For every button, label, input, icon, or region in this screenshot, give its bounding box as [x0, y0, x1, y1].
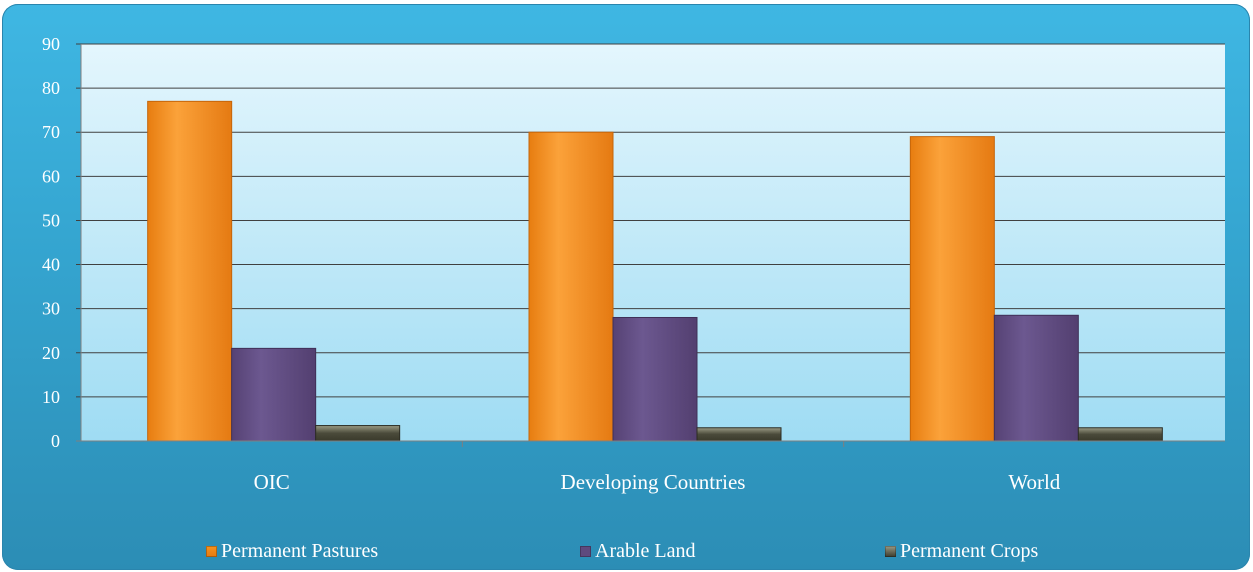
legend-label: Permanent Crops: [900, 540, 1039, 562]
y-tick-label: 40: [42, 255, 60, 275]
legend-label: Arable Land: [595, 540, 696, 562]
legend-swatch: [206, 546, 217, 557]
bar-permanent-pastures: [909, 136, 995, 442]
y-tick-label: 20: [42, 343, 60, 363]
bar-permanent-crops: [315, 425, 401, 442]
bar-arable-land: [612, 316, 698, 442]
bar-permanent-crops: [696, 427, 782, 442]
legend-label: Permanent Pastures: [221, 540, 379, 562]
y-tick-label: 80: [42, 78, 60, 98]
y-tick-label: 30: [42, 299, 60, 319]
y-tick-label: 60: [42, 166, 60, 186]
y-axis-ticks: 0 10 20 30 40 50 60 70 80 90: [42, 34, 60, 451]
y-tick-label: 50: [42, 210, 60, 230]
y-tick-label: 90: [42, 34, 60, 54]
legend-item-permanent-pastures: Permanent Pastures: [206, 540, 378, 563]
legend-item-permanent-crops: Permanent Crops: [885, 540, 1038, 563]
x-tick-label: OIC: [254, 470, 290, 494]
bar-permanent-pastures: [147, 100, 233, 442]
y-tick-label: 70: [42, 122, 60, 142]
y-tick-label: 10: [42, 387, 60, 407]
legend-swatch: [580, 546, 591, 557]
bar-permanent-pastures: [528, 131, 614, 442]
bar-arable-land: [993, 314, 1079, 442]
bar-arable-land: [231, 347, 317, 442]
x-axis-ticks: OIC Developing Countries World: [81, 440, 1225, 494]
x-tick-label: Developing Countries: [561, 470, 746, 494]
bars: [147, 100, 1163, 442]
legend-swatch: [885, 546, 896, 557]
legend: Permanent Pastures Arable Land Permanent…: [0, 540, 1253, 564]
legend-item-arable-land: Arable Land: [580, 540, 696, 563]
y-tick-label: 0: [51, 431, 60, 451]
x-tick-label: World: [1008, 470, 1060, 494]
bar-permanent-crops: [1077, 427, 1163, 442]
